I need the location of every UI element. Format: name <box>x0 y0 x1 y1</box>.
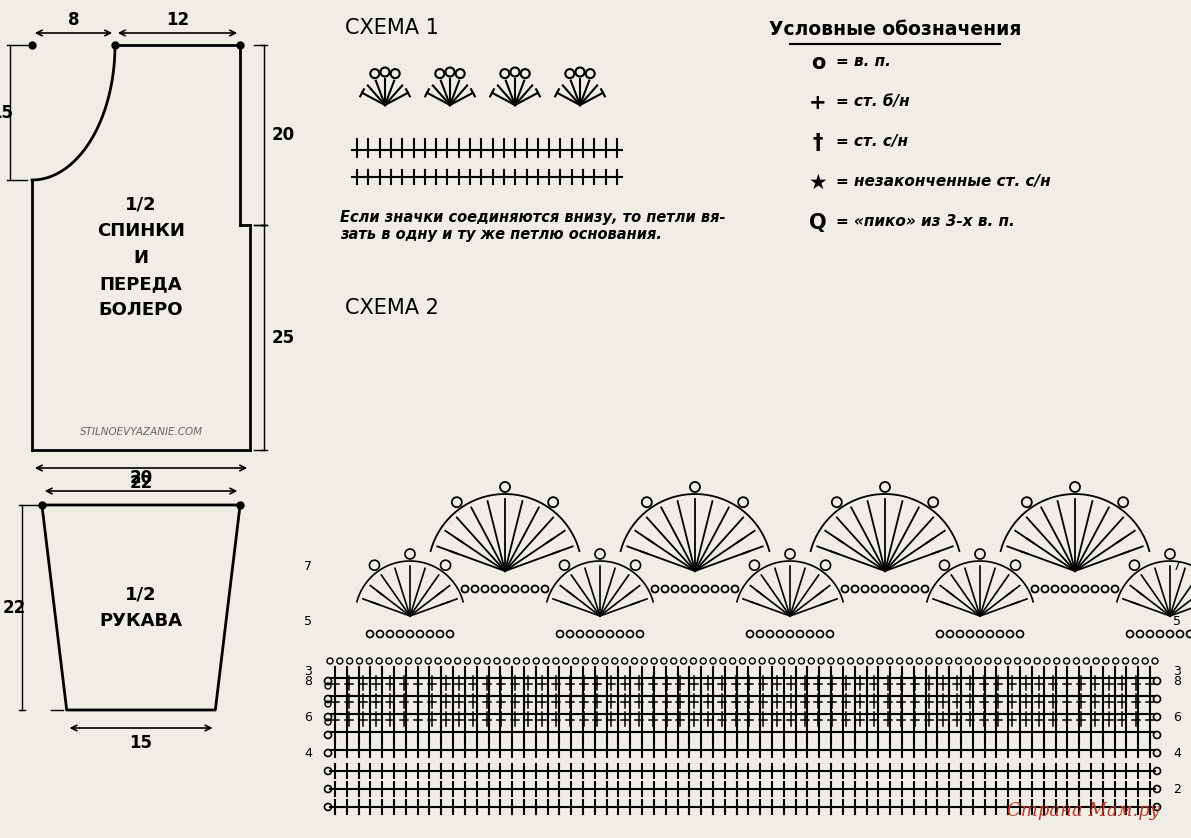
Text: Q: Q <box>809 213 827 233</box>
Text: 7: 7 <box>304 560 312 572</box>
Text: STILNOEVYAZANIE.COM: STILNOEVYAZANIE.COM <box>80 427 202 437</box>
Text: = ст. б/н: = ст. б/н <box>836 94 910 109</box>
Text: Страна Мам.ру: Страна Мам.ру <box>1006 802 1160 820</box>
Text: ★: ★ <box>809 173 828 193</box>
Text: +: + <box>809 93 827 113</box>
Text: 6: 6 <box>1173 711 1180 723</box>
Text: 4: 4 <box>304 747 312 759</box>
Text: 22: 22 <box>2 598 25 617</box>
Text: = ст. с/н: = ст. с/н <box>836 134 908 149</box>
Text: 15: 15 <box>0 104 13 122</box>
Text: 1/2
СПИНКИ
И
ПЕРЕДА
БОЛЕРО: 1/2 СПИНКИ И ПЕРЕДА БОЛЕРО <box>96 196 185 319</box>
Text: 6: 6 <box>304 711 312 723</box>
Text: 8: 8 <box>304 675 312 687</box>
Text: 22: 22 <box>130 474 152 492</box>
Text: 8: 8 <box>68 11 80 29</box>
Text: 5: 5 <box>304 614 312 628</box>
Text: 4: 4 <box>1173 747 1180 759</box>
Text: 2: 2 <box>1173 783 1180 795</box>
Text: = в. п.: = в. п. <box>836 54 891 69</box>
Text: 8: 8 <box>1173 675 1181 687</box>
Text: СХЕМА 1: СХЕМА 1 <box>345 18 438 38</box>
Text: †: † <box>812 133 823 153</box>
Text: 20: 20 <box>272 126 295 144</box>
Text: 3: 3 <box>304 665 312 677</box>
Text: Если значки соединяются внизу, то петли вя-
зать в одну и ту же петлю основания.: Если значки соединяются внизу, то петли … <box>339 210 725 242</box>
Text: 5: 5 <box>1173 614 1181 628</box>
Text: 15: 15 <box>130 734 152 752</box>
Text: Условные обозначения: Условные обозначения <box>769 20 1021 39</box>
Text: = «пико» из 3-х в. п.: = «пико» из 3-х в. п. <box>836 214 1015 229</box>
Text: 7: 7 <box>1173 560 1181 572</box>
Text: 1/2
РУКАВА: 1/2 РУКАВА <box>100 585 182 629</box>
Text: 12: 12 <box>166 11 189 29</box>
Text: 20: 20 <box>130 469 152 487</box>
Text: 3: 3 <box>1173 665 1180 677</box>
Text: o: o <box>811 53 825 73</box>
Text: 25: 25 <box>272 328 295 346</box>
Text: СХЕМА 2: СХЕМА 2 <box>345 298 438 318</box>
Text: = незаконченные ст. с/н: = незаконченные ст. с/н <box>836 174 1050 189</box>
